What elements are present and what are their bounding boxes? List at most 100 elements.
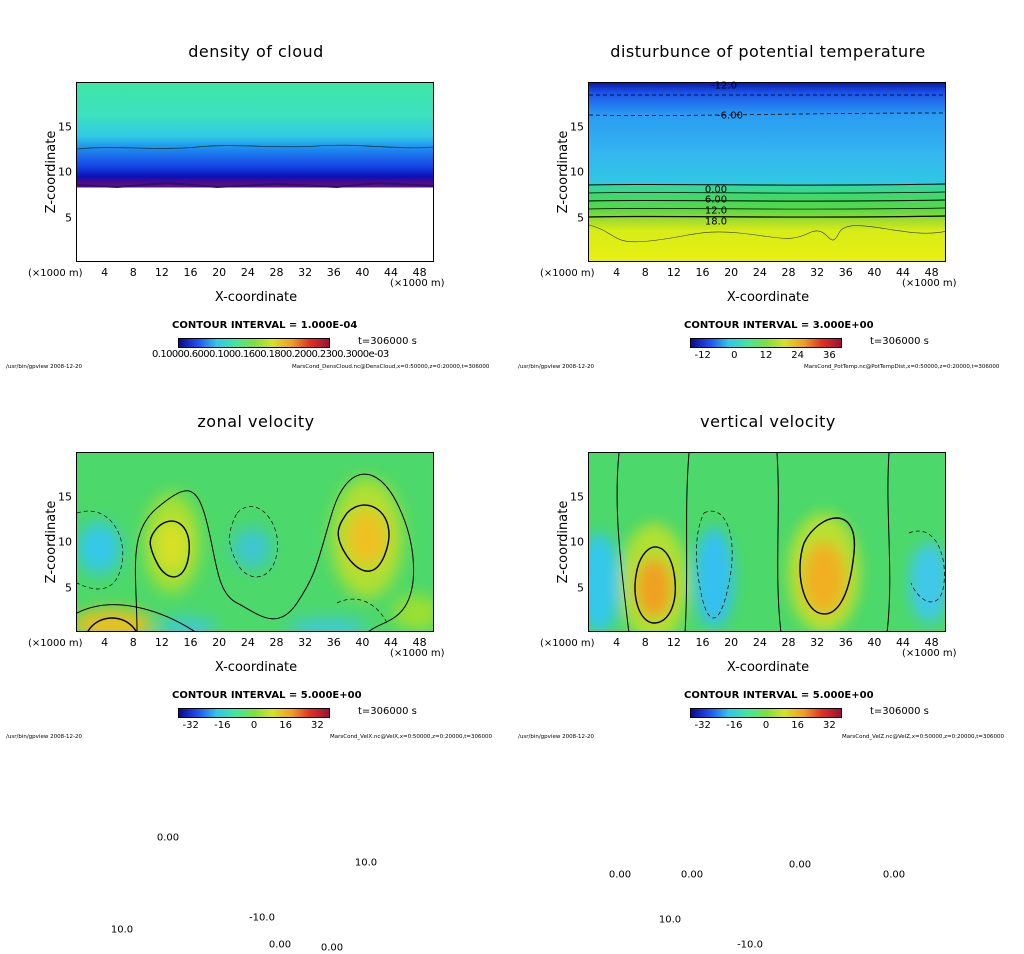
x-tick-12: 12 [666, 266, 681, 279]
y-tick-15: 15 [58, 120, 72, 134]
colorbar-tick-0: 0 [762, 720, 770, 731]
contour-label: 0.00 [882, 869, 906, 881]
x-tick-28: 28 [781, 636, 796, 649]
vertical-velocity-field [589, 453, 945, 631]
time-label: t=306000 s [870, 336, 929, 347]
x-axis-label: X-coordinate [726, 660, 810, 675]
plot-area [76, 452, 434, 632]
x-tick-20: 20 [724, 636, 739, 649]
y-tick-15: 15 [570, 120, 584, 134]
x-tick-40: 40 [867, 266, 882, 279]
footer-left: /usr/bin/gpview 2008-12-20 [6, 364, 83, 370]
panel-density-of-cloud: density of cloud Z-coordinate [0, 0, 512, 370]
x-tick-20: 20 [212, 636, 227, 649]
x-axis-label: X-coordinate [214, 290, 298, 305]
colorbar-tick-32: 32 [822, 720, 836, 731]
panel-zonal-velocity: zonal velocity Z-coordinate [0, 370, 512, 954]
x-unit-left: (×1000 m) [28, 638, 83, 649]
x-tick-20: 20 [724, 266, 739, 279]
y-tick-15: 15 [570, 490, 584, 504]
footer-left: /usr/bin/gpview 2008-12-20 [6, 734, 83, 740]
contour-line [337, 504, 390, 572]
x-tick-12: 12 [666, 636, 681, 649]
contour-line [134, 473, 414, 631]
contour-label: -12.0 [711, 80, 737, 92]
colorbar-labels: 0.10000.6000.1000.1600.1800.2000.2300.30… [152, 349, 389, 360]
y-tick-15: 15 [58, 490, 72, 504]
contour-line [336, 598, 388, 624]
x-tick-12: 12 [154, 636, 169, 649]
colorbar [690, 338, 842, 348]
footer-right: MarsCond_VelZ.nc@VelZ,x=0:50000,z=0:2000… [842, 734, 1005, 740]
x-tick-16: 16 [695, 636, 710, 649]
contour-line [684, 453, 690, 631]
contour-line [229, 506, 278, 578]
colorbar-tick-0: 0 [731, 350, 738, 361]
contour-label: 0.00 [704, 184, 728, 196]
x-tick-36: 36 [838, 636, 853, 649]
x-tick-44: 44 [896, 636, 911, 649]
contour-label: 10.0 [658, 914, 682, 926]
contour-line [87, 617, 137, 631]
plot-area [588, 82, 946, 262]
colorbar-tick-16: 16 [279, 720, 293, 731]
x-tick-28: 28 [781, 266, 796, 279]
contour-label: -10.0 [249, 912, 275, 924]
x-tick-4: 4 [101, 636, 109, 649]
chart-title: zonal velocity [197, 412, 315, 431]
contour-line [886, 453, 891, 631]
contour-line [589, 207, 945, 210]
temperature-field [589, 83, 945, 261]
colorbar-tick-36: 36 [822, 350, 836, 361]
x-tick-36: 36 [838, 266, 853, 279]
temperature-layer [589, 83, 945, 261]
x-tick-40: 40 [355, 266, 370, 279]
y-tick-10: 10 [570, 165, 584, 179]
x-unit-right: (×1000 m) [390, 278, 445, 289]
colorbar [178, 338, 330, 348]
x-tick-12: 12 [154, 266, 169, 279]
contour-label: -6.00 [717, 110, 743, 122]
colorbar-tick-24: 24 [791, 350, 805, 361]
x-unit-left: (×1000 m) [540, 638, 595, 649]
x-axis-label: X-coordinate [214, 660, 298, 675]
chart-title: disturbunce of potential temperature [610, 42, 926, 61]
contour-label: 0.00 [268, 939, 292, 951]
contour-line [799, 517, 856, 615]
chart-title: vertical velocity [700, 412, 836, 431]
x-tick-8: 8 [129, 636, 137, 649]
y-tick-5: 5 [65, 581, 72, 595]
x-tick-32: 32 [810, 266, 825, 279]
x-tick-8: 8 [641, 636, 649, 649]
contour-interval: CONTOUR INTERVAL = 1.000E-04 [172, 320, 358, 331]
cloud-layer [77, 83, 433, 261]
x-tick-8: 8 [641, 266, 649, 279]
x-tick-24: 24 [240, 636, 255, 649]
footer-left: /usr/bin/gpview 2008-12-20 [518, 364, 595, 370]
cloud-base-edge [77, 181, 433, 189]
y-tick-5: 5 [577, 581, 584, 595]
x-tick-16: 16 [183, 636, 198, 649]
contour-label: 10.0 [354, 857, 378, 869]
x-unit-right: (×1000 m) [390, 648, 445, 659]
footer-right: MarsCond_DensCloud.nc@DensCloud,x=0:5000… [292, 364, 490, 370]
x-tick-8: 8 [129, 266, 137, 279]
x-tick-24: 24 [752, 266, 767, 279]
contour-label: 0.00 [788, 859, 812, 871]
contour-line [589, 215, 945, 218]
time-label: t=306000 s [358, 336, 417, 347]
footer-left: /usr/bin/gpview 2008-12-20 [518, 734, 595, 740]
colorbar-tick--32: -32 [182, 720, 199, 731]
panel-vertical-velocity: vertical velocity Z-coordinate [512, 370, 1024, 951]
colorbar-tick--32: -32 [694, 720, 711, 731]
colorbar-tick-12: 12 [759, 350, 773, 361]
footer-right: MarsCond_VelX.nc@VelX,x=0:50000,z=0:2000… [330, 734, 493, 740]
x-tick-28: 28 [269, 636, 284, 649]
x-tick-24: 24 [240, 266, 255, 279]
contour-label: 0.00 [156, 832, 180, 844]
x-unit-left: (×1000 m) [540, 268, 595, 279]
x-tick-44: 44 [896, 266, 911, 279]
x-tick-4: 4 [613, 266, 621, 279]
y-tick-10: 10 [58, 535, 72, 549]
x-tick-28: 28 [269, 266, 284, 279]
